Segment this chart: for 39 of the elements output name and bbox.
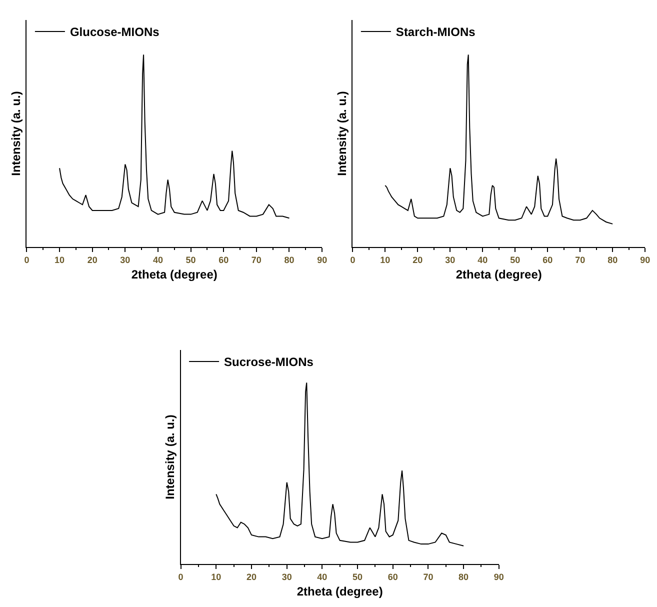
x-tick-label: 10 [54,254,65,265]
x-tick-label: 60 [388,572,398,582]
x-tick-label: 0 [350,254,356,265]
y-axis-title: Intensity (a. u.) [163,414,178,500]
x-axis-title: 2theta (degree) [296,584,383,599]
legend-label: Glucose-MIONs [70,25,160,40]
x-tick-label: 60 [542,254,553,265]
x-tick-label: 80 [608,254,618,265]
legend-label: Sucrose-MIONs [224,355,314,370]
x-tick-label: 30 [445,254,456,265]
y-axis-title: Intensity (a. u.) [334,91,349,176]
x-tick-label: 30 [120,254,130,265]
x-tick-label: 80 [284,254,294,265]
x-tick-label: 50 [352,572,363,582]
x-tick-label: 90 [317,254,328,265]
y-axis-title: Intensity (a. u.) [9,91,24,176]
x-tick-label: 40 [317,572,328,582]
x-tick-label: 10 [211,572,222,582]
x-tick-label: 90 [494,572,504,582]
x-tick-label: 20 [246,572,256,582]
x-tick-label: 90 [640,254,650,265]
x-tick-label: 40 [478,254,488,265]
x-tick-label: 50 [510,254,520,265]
x-tick-label: 20 [412,254,423,265]
x-tick-label: 70 [575,254,586,265]
x-tick-label: 80 [458,572,469,582]
x-tick-label: 30 [282,572,292,582]
x-axis-title: 2theta (degree) [456,268,542,282]
x-tick-label: 70 [423,572,434,582]
x-tick-label: 0 [178,572,184,582]
legend-label: Starch-MIONs [396,25,476,40]
x-axis-title: 2theta (degree) [131,268,218,282]
x-tick-label: 50 [186,254,196,265]
x-tick-label: 70 [251,254,262,265]
x-tick-label: 0 [24,254,30,265]
x-tick-label: 10 [380,254,390,265]
x-tick-label: 60 [218,254,229,265]
x-tick-label: 20 [87,254,98,265]
x-tick-label: 40 [152,254,163,265]
